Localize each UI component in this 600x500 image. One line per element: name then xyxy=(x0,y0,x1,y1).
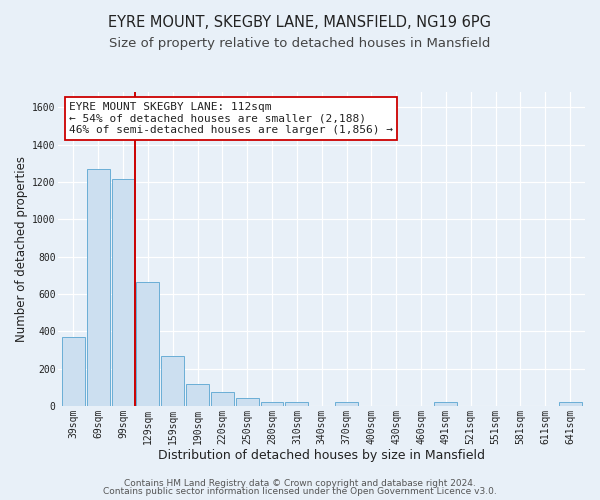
Text: EYRE MOUNT SKEGBY LANE: 112sqm
← 54% of detached houses are smaller (2,188)
46% : EYRE MOUNT SKEGBY LANE: 112sqm ← 54% of … xyxy=(69,102,393,135)
X-axis label: Distribution of detached houses by size in Mansfield: Distribution of detached houses by size … xyxy=(158,450,485,462)
Bar xyxy=(236,398,259,406)
Bar xyxy=(62,337,85,406)
Text: Contains HM Land Registry data © Crown copyright and database right 2024.: Contains HM Land Registry data © Crown c… xyxy=(124,478,476,488)
Bar xyxy=(559,402,581,406)
Text: Size of property relative to detached houses in Mansfield: Size of property relative to detached ho… xyxy=(109,38,491,51)
Bar xyxy=(286,402,308,406)
Y-axis label: Number of detached properties: Number of detached properties xyxy=(15,156,28,342)
Bar xyxy=(136,282,159,406)
Bar xyxy=(335,402,358,406)
Bar xyxy=(112,179,134,406)
Bar xyxy=(87,169,110,406)
Bar xyxy=(186,384,209,406)
Text: EYRE MOUNT, SKEGBY LANE, MANSFIELD, NG19 6PG: EYRE MOUNT, SKEGBY LANE, MANSFIELD, NG19… xyxy=(109,15,491,30)
Bar xyxy=(260,402,283,406)
Bar xyxy=(161,356,184,406)
Text: Contains public sector information licensed under the Open Government Licence v3: Contains public sector information licen… xyxy=(103,487,497,496)
Bar xyxy=(211,392,234,406)
Bar xyxy=(434,402,457,406)
